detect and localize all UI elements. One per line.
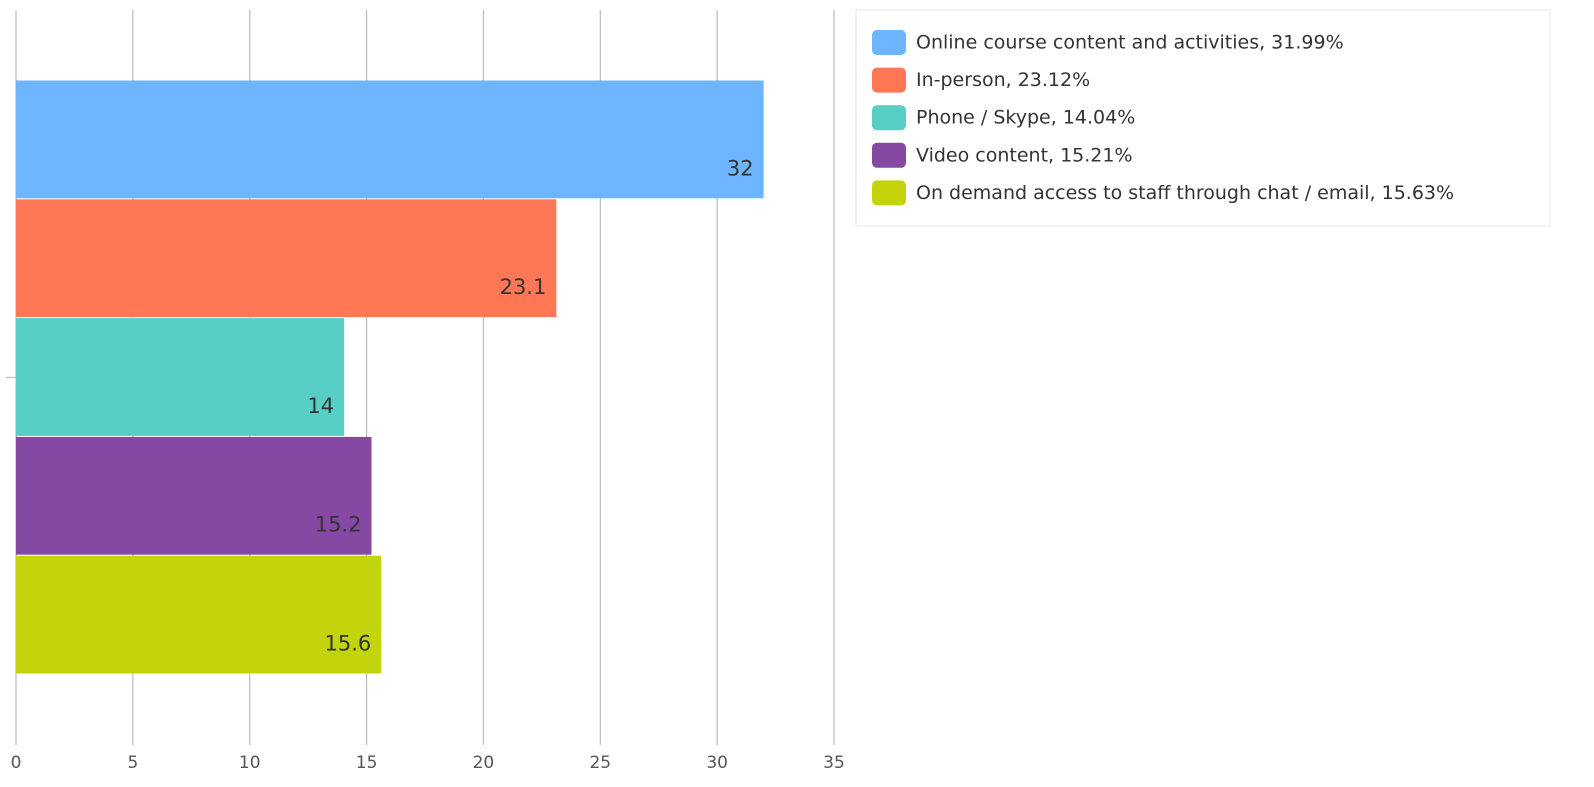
legend-swatch xyxy=(872,67,906,93)
value-label: 15.2 xyxy=(315,513,362,537)
legend-label: Online course content and activities, 31… xyxy=(916,32,1344,54)
legend-swatch xyxy=(872,142,906,168)
x-tick-label: 15 xyxy=(356,753,378,773)
bar xyxy=(16,318,345,436)
x-tick-label: 0 xyxy=(11,753,22,773)
value-label: 14 xyxy=(307,394,334,418)
x-tick-label: 20 xyxy=(473,753,495,773)
legend-box xyxy=(855,9,1551,227)
x-tick-label: 35 xyxy=(823,753,845,773)
legend-swatch xyxy=(872,180,906,206)
legend-label: On demand access to staff through chat /… xyxy=(916,182,1454,204)
legend-label: Video content, 15.21% xyxy=(916,144,1133,166)
legend-swatch xyxy=(872,105,906,131)
x-tick-label: 5 xyxy=(127,753,138,773)
legend-swatch xyxy=(872,30,906,55)
legend-label: In-person, 23.12% xyxy=(916,69,1090,91)
legend-label: Phone / Skype, 14.04% xyxy=(916,107,1135,129)
x-tick-label: 10 xyxy=(239,753,261,773)
value-label: 23.1 xyxy=(500,275,547,299)
bar xyxy=(16,436,372,555)
x-tick-label: 30 xyxy=(706,753,728,773)
bar xyxy=(16,199,557,318)
bar xyxy=(16,555,382,674)
x-tick-label: 25 xyxy=(589,753,611,773)
bar xyxy=(16,80,764,199)
value-label: 15.6 xyxy=(325,632,372,656)
value-label: 32 xyxy=(727,156,754,180)
